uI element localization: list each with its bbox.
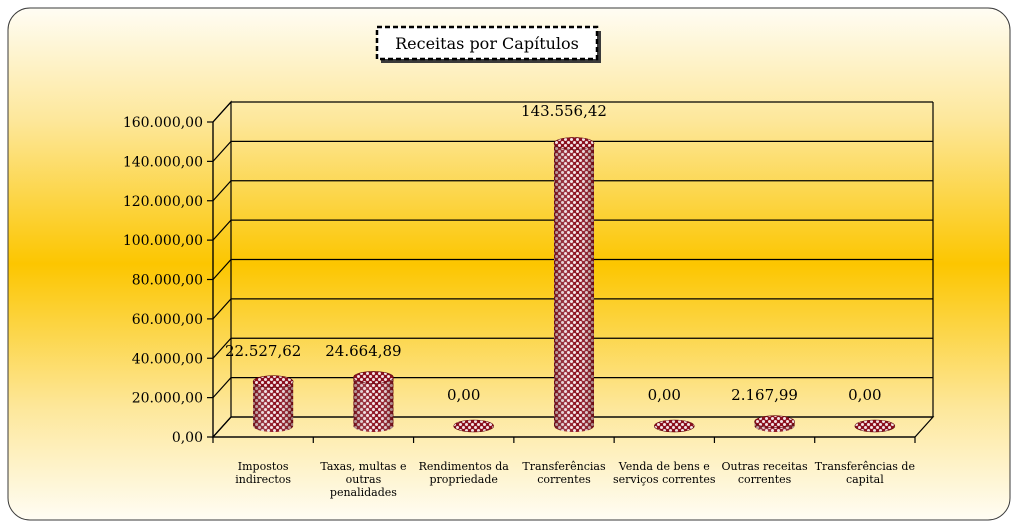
bar [854, 419, 896, 433]
data-label: 2.167,99 [731, 386, 798, 404]
data-label: 143.556,42 [521, 102, 607, 120]
chart-background [7, 7, 1011, 521]
data-label: 0,00 [648, 386, 681, 404]
x-category-label: Venda de bens e serviços correntes [613, 460, 716, 486]
y-tick-label: 100.000,00 [123, 233, 203, 249]
y-tick-label: 40.000,00 [132, 351, 203, 367]
y-tick-label: 60.000,00 [132, 312, 203, 328]
chart-title-box: Receitas por Capítulos [375, 25, 601, 63]
bar [553, 137, 595, 432]
gridline [212, 377, 933, 399]
bar [252, 375, 294, 432]
bar [353, 371, 394, 432]
y-tick-label: 20.000,00 [132, 391, 203, 407]
gridline [212, 180, 933, 202]
bar [754, 415, 795, 432]
data-label: 24.664,89 [325, 342, 401, 360]
x-category-label: Transferências correntes [522, 460, 606, 486]
y-tick-label: 0,00 [172, 430, 203, 446]
x-category-label: Impostos indirectos [235, 460, 291, 486]
bar [453, 419, 495, 433]
x-category-label: Outras receitas correntes [722, 460, 808, 486]
x-axis: Impostos indirectos Taxas, multas e outras p… [212, 436, 916, 499]
bar [653, 419, 695, 433]
x-category-label: Rendimentos da propriedade [419, 460, 510, 486]
gridlines [212, 101, 933, 438]
chart-title: Receitas por Capítulos [395, 34, 579, 53]
gridline [212, 298, 933, 320]
y-axis: 0,00 20.000,00 40.000,00 60.000,00 80.000,00… [123, 115, 214, 446]
gridline [212, 101, 933, 123]
gridline [212, 337, 933, 359]
data-labels: 22.527,62 24.664,89 0,00 143.556,42 0,00 2.16… [225, 102, 882, 404]
y-tick-label: 160.000,00 [123, 115, 203, 131]
data-label: 0,00 [447, 386, 480, 404]
x-category-label: Taxas, multas e outras penalidades [320, 460, 406, 499]
data-label: 0,00 [848, 386, 881, 404]
y-tick-label: 140.000,00 [123, 154, 203, 170]
bars [252, 137, 896, 433]
gridline [212, 140, 933, 162]
x-category-label: Transferências de capital [815, 460, 915, 486]
gridline [212, 258, 933, 280]
y-tick-label: 120.000,00 [123, 194, 203, 210]
y-tick-label: 80.000,00 [132, 273, 203, 289]
data-label: 22.527,62 [225, 342, 301, 360]
gridline [212, 219, 933, 241]
gridline [212, 416, 933, 438]
